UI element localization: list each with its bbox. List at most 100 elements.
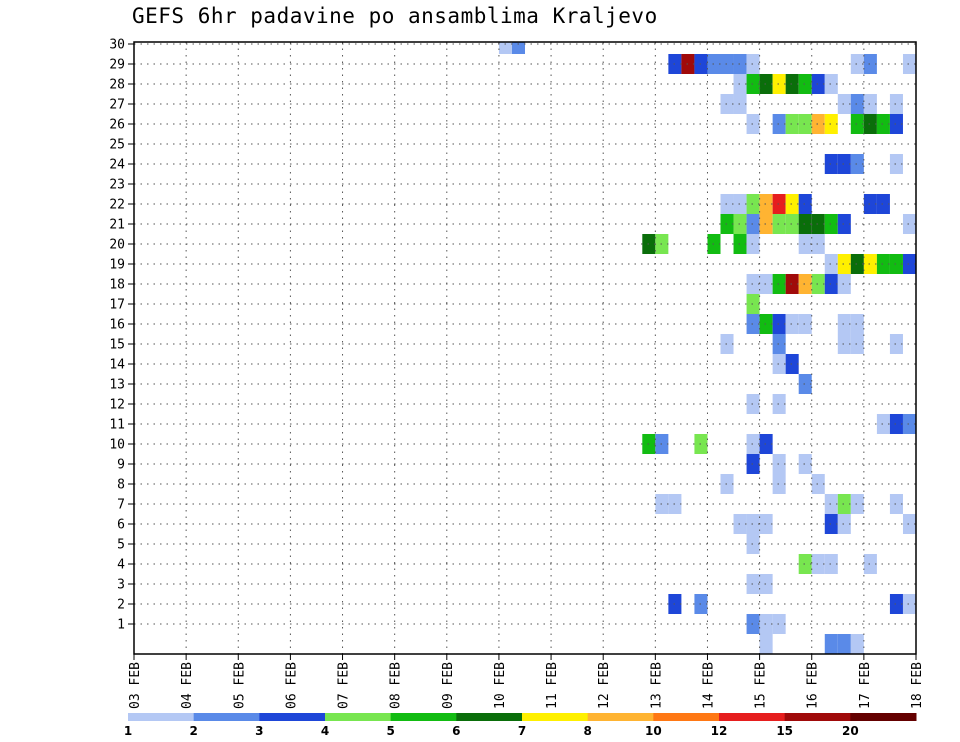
heatmap-cell: [889, 114, 903, 134]
y-tick-label: 29: [109, 58, 125, 73]
x-tick-label: 13 FEB: [649, 662, 664, 709]
heatmap-cell: [772, 74, 786, 94]
y-tick-label: 26: [109, 118, 125, 133]
heatmap-cell: [772, 274, 786, 294]
y-tick-label: 9: [117, 458, 125, 473]
heatmap-cell: [824, 274, 838, 294]
heatmap-cell: [772, 214, 786, 234]
heatmap-cell: [720, 194, 734, 214]
heatmap-cell: [902, 414, 916, 434]
heatmap-cell: [785, 214, 799, 234]
x-tick-label: 06 FEB: [284, 662, 299, 709]
colorbar-label: 20: [842, 724, 859, 738]
heatmap-cell: [876, 254, 890, 274]
heatmap-cell: [759, 214, 773, 234]
heatmap-cell: [876, 114, 890, 134]
heatmap-cell: [811, 114, 825, 134]
y-tick-label: 17: [109, 298, 125, 313]
heatmap-cell: [772, 614, 786, 634]
colorbar-label: 10: [645, 724, 662, 738]
heatmap-cell: [824, 74, 838, 94]
heatmap-cell: [772, 394, 786, 414]
heatmap-cell: [772, 194, 786, 214]
x-tick-label: 09 FEB: [441, 662, 456, 709]
heatmap-cell: [746, 534, 760, 554]
colorbar-swatch: [784, 713, 851, 721]
heatmap-cell: [759, 634, 773, 654]
heatmap-cell: [824, 634, 838, 654]
heatmap-cell: [759, 434, 773, 454]
heatmap-cell: [811, 234, 825, 254]
x-tick-label: 10 FEB: [493, 662, 508, 709]
heatmap-cell: [746, 74, 760, 94]
heatmap-cell: [746, 394, 760, 414]
heatmap-cell: [850, 314, 864, 334]
heatmap-cell: [798, 554, 812, 574]
heatmap-cell: [837, 634, 851, 654]
x-tick-label: 18 FEB: [910, 662, 925, 709]
colorbar: 1 2 3 4 5 6 7 8 10 12 15 20: [124, 713, 917, 738]
y-tick-label: 1: [117, 618, 125, 633]
heatmap-cell: [759, 514, 773, 534]
heatmap-cell: [798, 194, 812, 214]
y-tick-label: 11: [109, 418, 125, 433]
y-tick-label: 27: [109, 98, 125, 113]
y-tick-label: 4: [117, 558, 125, 573]
colorbar-label: 8: [583, 724, 591, 738]
heatmap-cell: [837, 274, 851, 294]
heatmap-cell: [746, 194, 760, 214]
heatmap-cell: [850, 494, 864, 514]
heatmap-cell: [785, 314, 799, 334]
y-tick-label: 6: [117, 518, 125, 533]
heatmap-cell: [733, 194, 747, 214]
heatmap-cell: [772, 354, 786, 374]
heatmap-cell: [720, 214, 734, 234]
x-tick-label: 08 FEB: [389, 662, 404, 709]
y-tick-label: 15: [109, 338, 125, 353]
heatmap-cell: [772, 454, 786, 474]
heatmap-cell: [772, 114, 786, 134]
heatmap-cell: [498, 42, 512, 54]
heatmap-cell: [837, 94, 851, 114]
heatmap-cell: [798, 114, 812, 134]
plot-frame: [133, 41, 917, 655]
colorbar-label: 4: [321, 724, 329, 738]
heatmap-cell: [876, 414, 890, 434]
heatmap-cell: [798, 374, 812, 394]
heatmap-cell: [863, 254, 877, 274]
heatmap-cell: [850, 334, 864, 354]
heatmap-cell: [811, 214, 825, 234]
heatmap-cell: [876, 194, 890, 214]
heatmap-cell: [798, 454, 812, 474]
heatmap-cell: [889, 154, 903, 174]
colorbar-label: 6: [452, 724, 460, 738]
heatmap-cell: [850, 154, 864, 174]
heatmap-cell: [759, 194, 773, 214]
x-tick-label: 17 FEB: [858, 662, 873, 709]
heatmap-cell: [772, 334, 786, 354]
heatmap-cell: [746, 614, 760, 634]
heatmap-cell: [850, 94, 864, 114]
heatmap-cell: [902, 514, 916, 534]
heatmap-cell: [733, 234, 747, 254]
heatmap-cell: [824, 514, 838, 534]
heatmap-cell: [850, 254, 864, 274]
y-tick-label: 3: [117, 578, 125, 593]
heatmap-cell: [889, 494, 903, 514]
heatmap-cell: [759, 74, 773, 94]
heatmap-cell: [798, 274, 812, 294]
heatmap-cell: [772, 474, 786, 494]
heatmap-cell: [733, 514, 747, 534]
y-tick-label: 13: [109, 378, 125, 393]
axes-layer: 1234567891011121314151617181920212223242…: [109, 38, 925, 709]
heatmap-cell: [889, 594, 903, 614]
heatmap-cell: [850, 114, 864, 134]
heatmap-cell: [824, 494, 838, 514]
x-tick-label: 16 FEB: [806, 662, 821, 709]
y-tick-label: 18: [109, 278, 125, 293]
y-tick-label: 30: [109, 38, 125, 53]
y-tick-label: 14: [109, 358, 125, 373]
heatmap-cell: [759, 614, 773, 634]
heatmap-cell: [746, 234, 760, 254]
colorbar-label: 3: [255, 724, 263, 738]
